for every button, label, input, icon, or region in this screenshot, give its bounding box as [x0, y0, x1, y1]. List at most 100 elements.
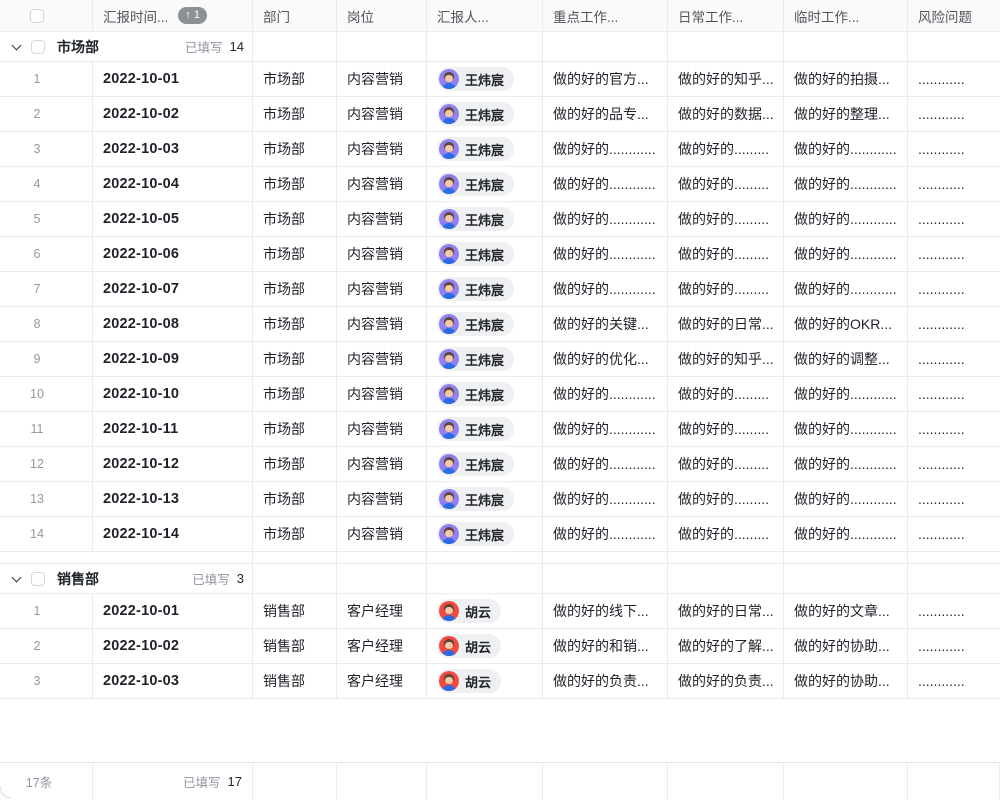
- cell-key-work[interactable]: 做的好的官方...: [543, 62, 668, 96]
- person-chip[interactable]: 王炜宸: [437, 522, 515, 546]
- cell-temp-work[interactable]: 做的好的文章...: [784, 594, 908, 628]
- cell-key-work[interactable]: 做的好的............: [543, 377, 668, 411]
- column-header-temp-work[interactable]: 临时工作...: [784, 0, 908, 31]
- cell-risk[interactable]: ............: [908, 342, 1000, 376]
- cell-position[interactable]: 内容营销: [337, 517, 427, 551]
- row-number-cell[interactable]: 6: [0, 237, 93, 271]
- cell-position[interactable]: 客户经理: [337, 594, 427, 628]
- row-number-cell[interactable]: 12: [0, 447, 93, 481]
- cell-department[interactable]: 市场部: [253, 342, 337, 376]
- cell-report-time[interactable]: 2022-10-09: [93, 342, 253, 376]
- cell-temp-work[interactable]: 做的好的............: [784, 167, 908, 201]
- cell-reporter[interactable]: 王炜宸: [427, 62, 543, 96]
- column-header-risk[interactable]: 风险问题: [908, 0, 1000, 31]
- person-chip[interactable]: 王炜宸: [437, 417, 515, 441]
- person-chip[interactable]: 王炜宸: [437, 102, 515, 126]
- cell-daily-work[interactable]: 做的好的.........: [668, 237, 784, 271]
- group-checkbox[interactable]: [31, 39, 45, 54]
- row-number-cell[interactable]: 2: [0, 629, 93, 663]
- cell-report-time[interactable]: 2022-10-03: [93, 132, 253, 166]
- person-chip[interactable]: 王炜宸: [437, 382, 515, 406]
- cell-department[interactable]: 销售部: [253, 664, 337, 698]
- cell-key-work[interactable]: 做的好的............: [543, 272, 668, 306]
- cell-reporter[interactable]: 王炜宸: [427, 412, 543, 446]
- cell-daily-work[interactable]: 做的好的数据...: [668, 97, 784, 131]
- cell-temp-work[interactable]: 做的好的OKR...: [784, 307, 908, 341]
- cell-temp-work[interactable]: 做的好的............: [784, 132, 908, 166]
- person-chip[interactable]: 王炜宸: [437, 277, 515, 301]
- cell-reporter[interactable]: 王炜宸: [427, 237, 543, 271]
- cell-temp-work[interactable]: 做的好的调整...: [784, 342, 908, 376]
- cell-report-time[interactable]: 2022-10-03: [93, 664, 253, 698]
- cell-key-work[interactable]: 做的好的............: [543, 202, 668, 236]
- row-number-cell[interactable]: 14: [0, 517, 93, 551]
- cell-position[interactable]: 内容营销: [337, 167, 427, 201]
- cell-key-work[interactable]: 做的好的............: [543, 237, 668, 271]
- cell-temp-work[interactable]: 做的好的............: [784, 202, 908, 236]
- cell-report-time[interactable]: 2022-10-02: [93, 97, 253, 131]
- cell-department[interactable]: 市场部: [253, 237, 337, 271]
- cell-daily-work[interactable]: 做的好的日常...: [668, 307, 784, 341]
- column-header-position[interactable]: 岗位: [337, 0, 427, 31]
- cell-daily-work[interactable]: 做的好的.........: [668, 202, 784, 236]
- person-chip[interactable]: 胡云: [437, 634, 502, 658]
- cell-temp-work[interactable]: 做的好的............: [784, 447, 908, 481]
- cell-key-work[interactable]: 做的好的............: [543, 447, 668, 481]
- cell-reporter[interactable]: 王炜宸: [427, 272, 543, 306]
- cell-risk[interactable]: ............: [908, 447, 1000, 481]
- cell-reporter[interactable]: 王炜宸: [427, 307, 543, 341]
- cell-position[interactable]: 客户经理: [337, 629, 427, 663]
- cell-key-work[interactable]: 做的好的............: [543, 412, 668, 446]
- cell-key-work[interactable]: 做的好的............: [543, 167, 668, 201]
- cell-position[interactable]: 内容营销: [337, 237, 427, 271]
- group-header-cell[interactable]: 市场部 已填写 14: [0, 32, 253, 61]
- cell-risk[interactable]: ............: [908, 167, 1000, 201]
- cell-position[interactable]: 内容营销: [337, 447, 427, 481]
- cell-reporter[interactable]: 胡云: [427, 629, 543, 663]
- cell-key-work[interactable]: 做的好的线下...: [543, 594, 668, 628]
- cell-daily-work[interactable]: 做的好的.........: [668, 132, 784, 166]
- cell-department[interactable]: 市场部: [253, 412, 337, 446]
- row-number-cell[interactable]: 10: [0, 377, 93, 411]
- person-chip[interactable]: 王炜宸: [437, 312, 515, 336]
- cell-daily-work[interactable]: 做的好的.........: [668, 272, 784, 306]
- cell-temp-work[interactable]: 做的好的协助...: [784, 629, 908, 663]
- cell-report-time[interactable]: 2022-10-04: [93, 167, 253, 201]
- person-chip[interactable]: 王炜宸: [437, 137, 515, 161]
- cell-department[interactable]: 市场部: [253, 97, 337, 131]
- cell-daily-work[interactable]: 做的好的.........: [668, 482, 784, 516]
- cell-temp-work[interactable]: 做的好的............: [784, 237, 908, 271]
- cell-reporter[interactable]: 王炜宸: [427, 482, 543, 516]
- cell-report-time[interactable]: 2022-10-07: [93, 272, 253, 306]
- cell-risk[interactable]: ............: [908, 62, 1000, 96]
- cell-key-work[interactable]: 做的好的品专...: [543, 97, 668, 131]
- row-number-cell[interactable]: 7: [0, 272, 93, 306]
- cell-report-time[interactable]: 2022-10-10: [93, 377, 253, 411]
- row-number-cell[interactable]: 13: [0, 482, 93, 516]
- cell-reporter[interactable]: 王炜宸: [427, 97, 543, 131]
- cell-daily-work[interactable]: 做的好的.........: [668, 167, 784, 201]
- cell-position[interactable]: 内容营销: [337, 97, 427, 131]
- chevron-down-icon[interactable]: [11, 572, 22, 582]
- cell-daily-work[interactable]: 做的好的了解...: [668, 629, 784, 663]
- cell-risk[interactable]: ............: [908, 202, 1000, 236]
- cell-reporter[interactable]: 王炜宸: [427, 377, 543, 411]
- cell-reporter[interactable]: 王炜宸: [427, 167, 543, 201]
- cell-position[interactable]: 内容营销: [337, 307, 427, 341]
- cell-position[interactable]: 内容营销: [337, 482, 427, 516]
- cell-reporter[interactable]: 王炜宸: [427, 342, 543, 376]
- cell-report-time[interactable]: 2022-10-02: [93, 629, 253, 663]
- cell-position[interactable]: 内容营销: [337, 62, 427, 96]
- cell-report-time[interactable]: 2022-10-13: [93, 482, 253, 516]
- cell-department[interactable]: 市场部: [253, 377, 337, 411]
- cell-risk[interactable]: ............: [908, 412, 1000, 446]
- cell-key-work[interactable]: 做的好的............: [543, 517, 668, 551]
- cell-risk[interactable]: ............: [908, 629, 1000, 663]
- person-chip[interactable]: 王炜宸: [437, 207, 515, 231]
- column-header-reporter[interactable]: 汇报人...: [427, 0, 543, 31]
- cell-daily-work[interactable]: 做的好的.........: [668, 412, 784, 446]
- cell-department[interactable]: 市场部: [253, 272, 337, 306]
- row-number-cell[interactable]: 2: [0, 97, 93, 131]
- cell-temp-work[interactable]: 做的好的............: [784, 377, 908, 411]
- cell-temp-work[interactable]: 做的好的协助...: [784, 664, 908, 698]
